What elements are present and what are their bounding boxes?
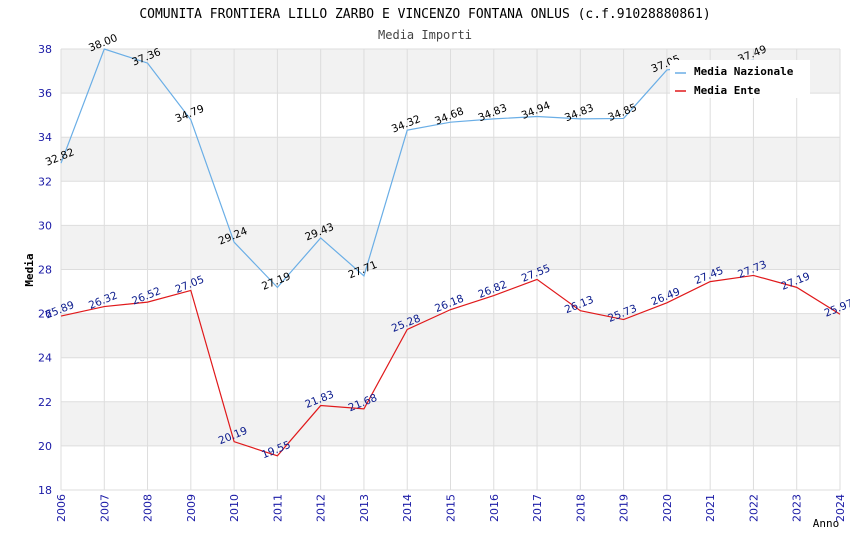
legend: Media Nazionale Media Ente [670, 60, 810, 98]
x-tick-label: 2010 [228, 494, 241, 522]
grid-lines [60, 48, 841, 491]
y-tick-label: 20 [38, 440, 52, 453]
x-tick-label: 2022 [747, 494, 760, 522]
series-lines [60, 48, 841, 457]
x-tick-label: 2017 [531, 494, 544, 522]
x-tick-label: 2020 [661, 494, 674, 522]
x-tick-label: 2012 [315, 494, 328, 522]
y-tick-label: 28 [38, 264, 52, 277]
y-tick-label: 38 [38, 43, 52, 56]
x-axis-ticks: 2006 2007 2008 2009 2010 2011 2012 2013 2014 2015… [55, 494, 847, 522]
chart-title: COMUNITA FRONTIERA LILLO ZARBO E VINCENZ… [139, 7, 710, 22]
x-tick-label: 2024 [834, 494, 847, 522]
y-tick-label: 34 [38, 131, 52, 144]
y-tick-label: 18 [38, 484, 52, 497]
x-tick-label: 2015 [445, 494, 458, 522]
x-tick-label: 2008 [142, 494, 155, 522]
chart-subtitle: Media Importi [378, 28, 472, 42]
x-tick-label: 2011 [271, 494, 284, 522]
series-line-media-nazionale [60, 48, 754, 289]
y-tick-label: 26 [38, 308, 52, 321]
x-tick-label: 2016 [488, 494, 501, 522]
legend-label-media-nazionale: Media Nazionale [694, 65, 794, 78]
legend-background [670, 60, 810, 98]
y-tick-label: 30 [38, 219, 52, 232]
y-tick-label: 24 [38, 352, 52, 365]
x-tick-label: 2013 [358, 494, 371, 522]
x-tick-label: 2007 [98, 494, 111, 522]
x-tick-label: 2006 [55, 494, 68, 522]
legend-label-media-ente: Media Ente [694, 84, 761, 97]
y-axis-ticks: 18 20 22 24 26 28 30 32 34 36 38 [38, 43, 52, 497]
x-tick-label: 2021 [704, 494, 717, 522]
x-tick-label: 2014 [401, 494, 414, 522]
y-tick-label: 22 [38, 396, 52, 409]
y-tick-label: 36 [38, 87, 52, 100]
x-tick-label: 2009 [185, 494, 198, 522]
series-line-media-ente [60, 274, 841, 457]
x-tick-label: 2023 [791, 494, 804, 522]
y-tick-label: 32 [38, 175, 52, 188]
x-tick-label: 2018 [574, 494, 587, 522]
x-axis-label: Anno [813, 517, 840, 530]
y-axis-label: Media [23, 253, 36, 286]
x-tick-label: 2019 [618, 494, 631, 522]
